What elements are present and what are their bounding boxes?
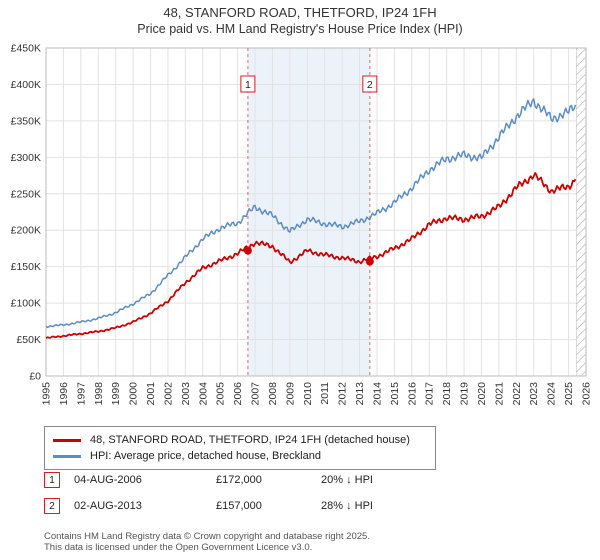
svg-text:2016: 2016 [406,382,418,406]
svg-text:2012: 2012 [337,382,349,406]
svg-text:2006: 2006 [232,382,244,406]
sale-number-badge-1: 1 [44,472,60,488]
svg-text:2004: 2004 [197,382,209,406]
sale-annotation-1: 1 04-AUG-2006 £172,000 20% ↓ HPI [44,472,373,488]
svg-text:2002: 2002 [162,382,174,406]
svg-text:2019: 2019 [459,382,471,406]
legend-item-property: 48, STANFORD ROAD, THETFORD, IP24 1FH (d… [53,432,427,448]
legend-item-hpi: HPI: Average price, detached house, Brec… [53,448,427,464]
footer-line-2: This data is licensed under the Open Gov… [44,542,313,553]
svg-text:£350K: £350K [11,115,41,127]
svg-text:2018: 2018 [441,382,453,406]
svg-text:2017: 2017 [424,382,436,406]
svg-text:2007: 2007 [250,382,262,406]
svg-text:1995: 1995 [41,382,53,406]
svg-text:2020: 2020 [476,382,488,406]
svg-text:£400K: £400K [11,79,41,91]
svg-text:2001: 2001 [145,382,157,406]
svg-text:2015: 2015 [389,382,401,406]
svg-text:1997: 1997 [75,382,87,406]
svg-text:£200K: £200K [11,225,41,237]
sale-price-2: £157,000 [216,500,262,512]
svg-text:2024: 2024 [546,382,558,406]
svg-text:£0: £0 [29,371,41,383]
sale-hpi-diff-2: 28% ↓ HPI [321,500,373,512]
svg-text:2000: 2000 [128,382,140,406]
svg-text:2005: 2005 [215,382,227,406]
sale-number-badge-2: 2 [44,498,60,514]
svg-text:2011: 2011 [319,382,331,405]
footer-line-1: Contains HM Land Registry data © Crown c… [44,531,370,542]
legend-label-hpi: HPI: Average price, detached house, Brec… [90,450,321,462]
license-footer: Contains HM Land Registry data © Crown c… [44,531,370,553]
svg-text:2014: 2014 [371,382,383,406]
svg-text:2026: 2026 [581,382,593,406]
sale-hpi-diff-1: 20% ↓ HPI [321,474,373,486]
legend-swatch-hpi [53,454,81,458]
page-title: 48, STANFORD ROAD, THETFORD, IP24 1FH [163,5,437,20]
svg-text:1: 1 [245,79,251,91]
svg-text:2003: 2003 [180,382,192,406]
svg-text:1999: 1999 [110,382,122,406]
sale-date-1: 04-AUG-2006 [74,474,142,486]
sale-price-1: £172,000 [216,474,262,486]
svg-text:£50K: £50K [16,334,41,346]
svg-text:2008: 2008 [267,382,279,406]
sale-annotation-2: 2 02-AUG-2013 £157,000 28% ↓ HPI [44,498,373,514]
price-history-chart: £0 £50K £100K £150K £200K £250K £300K £350K £400… [11,43,593,406]
legend-label-property: 48, STANFORD ROAD, THETFORD, IP24 1FH (d… [90,434,410,446]
svg-text:1996: 1996 [58,382,70,406]
legend: 48, STANFORD ROAD, THETFORD, IP24 1FH (d… [44,426,436,470]
svg-text:2010: 2010 [302,382,314,406]
svg-text:£100K: £100K [11,298,41,310]
svg-text:2: 2 [367,79,373,91]
svg-text:2022: 2022 [511,382,523,406]
svg-text:2009: 2009 [284,382,296,406]
page-subtitle: Price paid vs. HM Land Registry's House … [137,22,463,36]
svg-text:£300K: £300K [11,152,41,164]
svg-text:1998: 1998 [93,382,105,406]
svg-text:£250K: £250K [11,188,41,200]
svg-text:2023: 2023 [528,382,540,406]
svg-text:£450K: £450K [11,43,41,55]
svg-text:2025: 2025 [563,382,575,406]
svg-text:2021: 2021 [493,382,505,406]
svg-text:2013: 2013 [354,382,366,406]
sale-date-2: 02-AUG-2013 [74,500,142,512]
legend-swatch-property [53,438,81,442]
svg-text:£150K: £150K [11,261,41,273]
